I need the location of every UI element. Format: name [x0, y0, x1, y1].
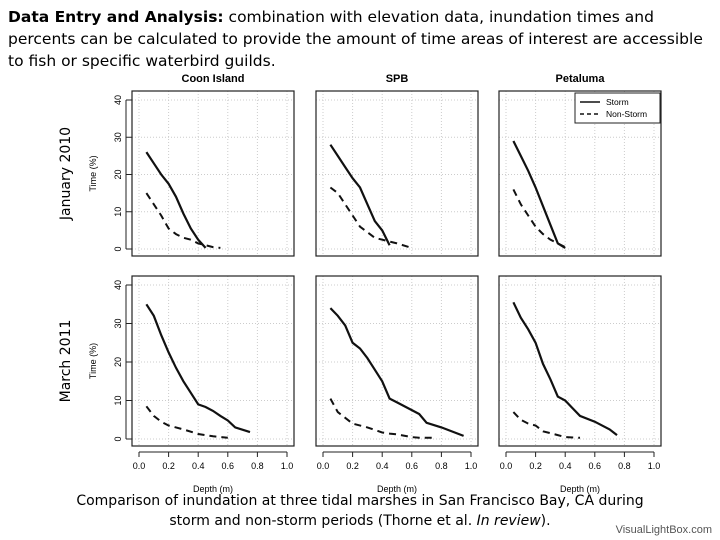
legend-nonstorm-label: Non-Storm: [606, 109, 647, 119]
y-tick-label: 20: [113, 357, 123, 367]
x-tick-label: 0.2: [346, 461, 359, 471]
x-tick-label: 0.0: [500, 461, 513, 471]
y-tick-label: 0: [113, 246, 123, 251]
x-axis-label: Depth (m): [377, 484, 417, 494]
x-tick-label: 1.0: [648, 461, 661, 471]
y-tick-label: 30: [113, 132, 123, 142]
storm-line: [329, 144, 391, 246]
y-tick-label: 40: [113, 95, 123, 105]
nonstorm-line: [512, 411, 581, 439]
caption-line2a: storm and non-storm periods (Thorne et a…: [169, 513, 477, 529]
y-tick-label: 40: [113, 280, 123, 290]
figure-caption: Comparison of inundation at three tidal …: [0, 491, 720, 531]
row-label: January 2010: [58, 127, 74, 221]
panel-frame: [498, 275, 662, 447]
x-tick-label: 0.8: [435, 461, 448, 471]
nonstorm-line: [145, 405, 228, 439]
x-tick-label: 0.6: [589, 461, 602, 471]
x-tick-label: 0.0: [317, 461, 330, 471]
column-title: Coon Island: [182, 73, 245, 85]
panel-frame: [315, 275, 479, 447]
storm-line: [512, 301, 618, 436]
storm-line: [145, 151, 207, 249]
column-title: Petaluma: [556, 73, 606, 85]
caption-italic: In review: [476, 513, 541, 529]
x-tick-label: 0.0: [133, 461, 146, 471]
nonstorm-line: [329, 398, 434, 439]
y-tick-label: 30: [113, 318, 123, 328]
watermark: VisualLightBox.com: [615, 524, 712, 536]
panel-frame: [131, 90, 295, 257]
x-tick-label: 0.2: [162, 461, 175, 471]
y-tick-label: 0: [113, 436, 123, 441]
y-tick-label: 10: [113, 395, 123, 405]
x-tick-label: 0.6: [406, 461, 419, 471]
caption-line2b: ).: [540, 513, 551, 529]
y-axis-label: Time (%): [88, 155, 98, 191]
panel-frame: [498, 90, 662, 257]
x-tick-label: 0.4: [192, 461, 205, 471]
storm-line: [145, 303, 251, 434]
header-text: combination with elevation data, inundat…: [8, 8, 703, 70]
nonstorm-line: [329, 186, 413, 249]
legend-storm-label: Storm: [606, 97, 629, 107]
x-tick-label: 0.4: [559, 461, 572, 471]
row-label: March 2011: [58, 320, 74, 403]
y-tick-label: 10: [113, 207, 123, 217]
panel-frame: [131, 275, 295, 447]
nonstorm-line: [145, 192, 221, 249]
x-tick-label: 1.0: [465, 461, 478, 471]
x-tick-label: 1.0: [281, 461, 294, 471]
caption-line1: Comparison of inundation at three tidal …: [76, 493, 644, 509]
legend-box: [574, 92, 661, 124]
y-axis-label: Time (%): [88, 343, 98, 379]
x-axis-label: Depth (m): [193, 484, 233, 494]
header-bold: Data Entry and Analysis:: [8, 8, 224, 26]
x-tick-label: 0.2: [529, 461, 542, 471]
slide-header: Data Entry and Analysis: combination wit…: [8, 6, 714, 72]
storm-line: [329, 307, 464, 437]
panel-frame: [315, 90, 479, 257]
x-tick-label: 0.8: [251, 461, 264, 471]
storm-line: [512, 140, 566, 249]
column-title: SPB: [386, 73, 409, 85]
nonstorm-line: [512, 188, 566, 248]
x-axis-label: Depth (m): [560, 484, 600, 494]
y-tick-label: 20: [113, 169, 123, 179]
x-tick-label: 0.8: [618, 461, 631, 471]
x-tick-label: 0.6: [222, 461, 235, 471]
x-tick-label: 0.4: [376, 461, 389, 471]
